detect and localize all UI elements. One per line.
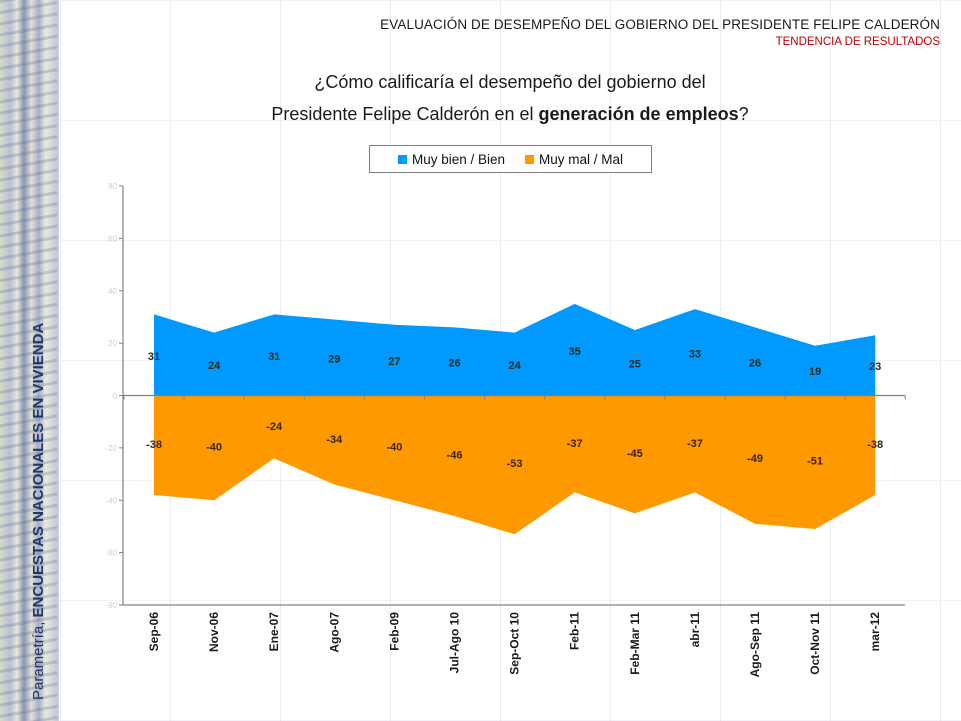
- decorative-side-strip: [0, 0, 57, 721]
- y-tick-label: -80: [105, 601, 117, 610]
- data-label: -24: [266, 421, 283, 433]
- area-series-1: [154, 395, 876, 535]
- data-label: 26: [448, 357, 460, 369]
- x-tick-label: Nov-06: [207, 612, 221, 652]
- data-label: 26: [749, 357, 761, 369]
- y-tick-label: -40: [105, 496, 117, 505]
- y-tick-label: 60: [108, 234, 117, 243]
- data-label: -37: [567, 438, 583, 450]
- y-tick-label: 20: [108, 339, 117, 348]
- data-label: 29: [328, 353, 340, 365]
- data-label: -51: [807, 456, 823, 468]
- area-series-0: [154, 303, 876, 396]
- chart-title: ¿Cómo calificaría el desempeño del gobie…: [200, 66, 820, 130]
- legend-label-negative: Muy mal / Mal: [539, 151, 624, 167]
- x-tick-label: Feb-09: [387, 612, 401, 651]
- x-tick-label: Jul-Ago 10: [448, 612, 462, 674]
- data-label: 35: [569, 346, 581, 358]
- data-label: 24: [508, 360, 521, 372]
- y-tick-label: -60: [105, 549, 117, 558]
- data-label: -53: [507, 458, 523, 470]
- data-label: 27: [388, 356, 400, 368]
- question-suffix: ?: [738, 104, 749, 124]
- data-label: -37: [687, 438, 703, 450]
- question-prefix: Presidente Felipe Calderón en el: [271, 104, 539, 124]
- x-tick-label: Oct-Nov 11: [808, 612, 822, 675]
- x-tick-label: Sep-Oct 10: [508, 612, 522, 675]
- x-tick-label: mar-12: [868, 612, 882, 652]
- data-label: -38: [146, 439, 162, 451]
- x-tick-label: Ene-07: [267, 612, 281, 652]
- y-tick-label: 0: [113, 392, 118, 401]
- data-label: -40: [386, 442, 402, 454]
- y-tick-label: 80: [108, 182, 117, 191]
- question-line-2: Presidente Felipe Calderón en el generac…: [200, 98, 820, 130]
- y-tick-label: 40: [108, 287, 117, 296]
- x-tick-label: Feb-Mar 11: [628, 612, 642, 675]
- data-label: 33: [689, 348, 701, 360]
- data-label: 31: [268, 351, 280, 363]
- x-tick-label: Sep-06: [147, 612, 161, 652]
- x-tick-label: Feb-11: [568, 612, 582, 650]
- data-label: -49: [747, 453, 763, 465]
- data-label: -46: [447, 449, 463, 461]
- legend-label-positive: Muy bien / Bien: [411, 151, 506, 167]
- data-label: -45: [627, 448, 643, 460]
- data-label: 23: [869, 361, 881, 373]
- x-tick-label: Ago-Sep 11: [748, 612, 762, 678]
- header-subtitle: TENDENCIA DE RESULTADOS: [775, 36, 940, 48]
- data-label: -40: [206, 442, 222, 454]
- data-label: 19: [809, 366, 821, 378]
- question-topic: generación de empleos: [538, 104, 739, 124]
- question-line-1: ¿Cómo calificaría el desempeño del gobie…: [314, 72, 706, 92]
- y-tick-label: -20: [105, 444, 117, 453]
- data-label: 24: [208, 360, 221, 372]
- data-label: 25: [629, 359, 641, 371]
- x-tick-label: Ago-07: [327, 612, 341, 653]
- strip-divider: [57, 0, 59, 721]
- x-tick-label: abr-11: [688, 612, 702, 648]
- header-title: EVALUACIÓN DE DESEMPEÑO DEL GOBIERNO DEL…: [380, 17, 940, 32]
- data-label: -34: [326, 434, 343, 446]
- data-label: -38: [867, 439, 883, 451]
- legend-swatch-positive: [397, 154, 407, 164]
- data-label: 31: [148, 351, 160, 363]
- legend-item-positive: Muy bien / Bien: [397, 151, 506, 167]
- legend-item-negative: Muy mal / Mal: [525, 152, 623, 167]
- legend-swatch-negative: [525, 154, 535, 164]
- chart-legend: Muy bien / Bien Muy mal / Mal: [369, 145, 652, 173]
